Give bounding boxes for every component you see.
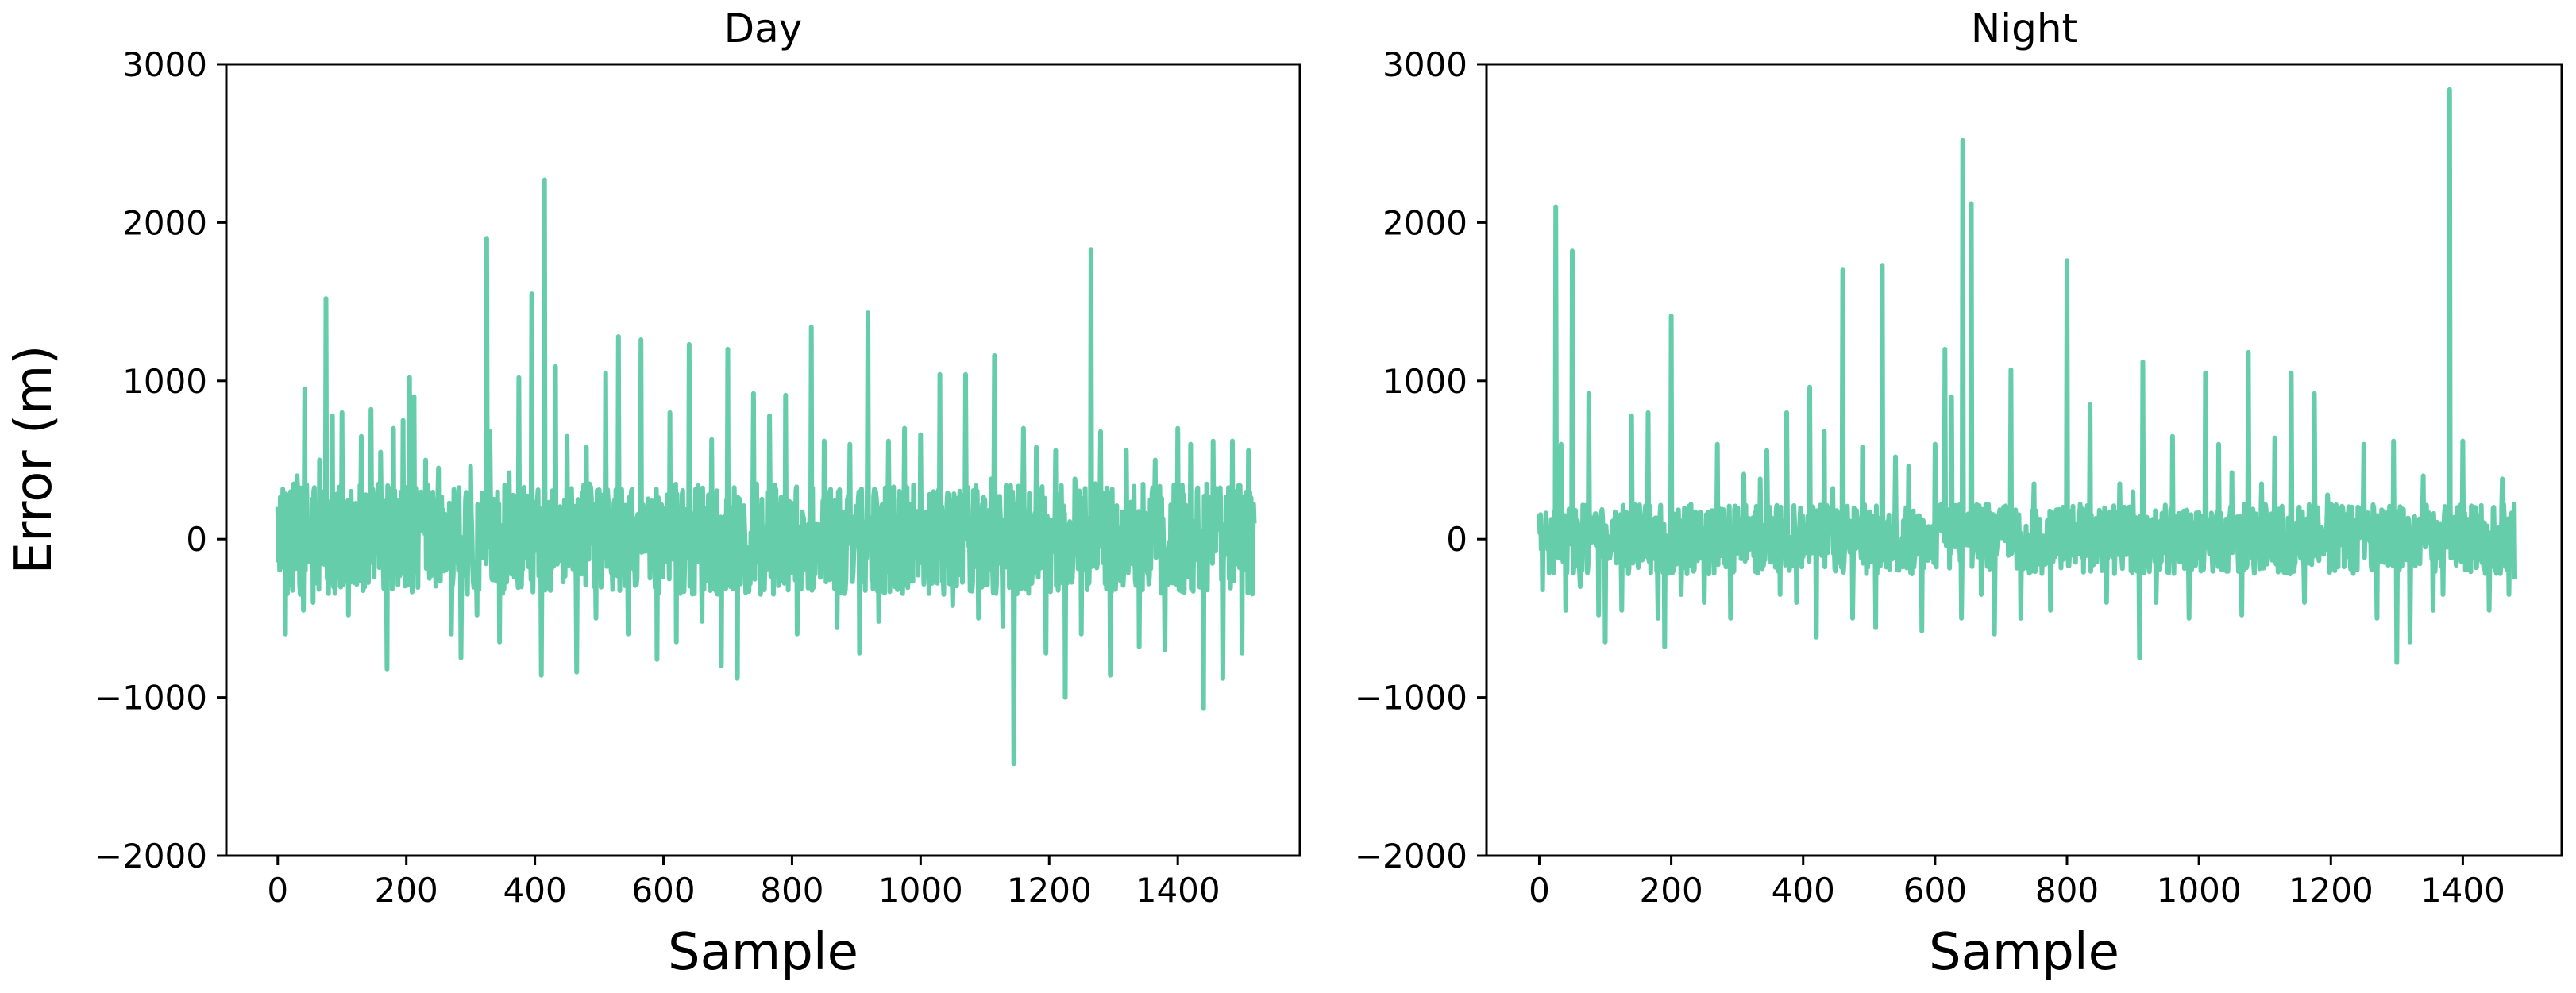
x-tick-label: 1400 bbox=[1136, 871, 1221, 910]
y-tick-label: 2000 bbox=[1382, 203, 1467, 242]
panel-title: Night bbox=[1971, 6, 2077, 52]
x-axis-label: Sample bbox=[668, 923, 858, 982]
y-tick-label: 1000 bbox=[1382, 362, 1467, 401]
y-tick-label: 3000 bbox=[122, 45, 207, 84]
x-tick-label: 1200 bbox=[1007, 871, 1092, 910]
y-tick-label: 3000 bbox=[1382, 45, 1467, 84]
x-tick-label: 600 bbox=[631, 871, 695, 910]
x-tick-label: 1000 bbox=[2157, 871, 2242, 910]
panel-night: −2000 −1000 0 1000 2000 3000 0 200 400 600 800 1000… bbox=[1355, 6, 2563, 982]
x-tick-label: 0 bbox=[267, 871, 288, 910]
y-tick-label: −2000 bbox=[94, 837, 207, 876]
x-tick-label: 1000 bbox=[878, 871, 963, 910]
y-tick-label: 2000 bbox=[122, 203, 207, 242]
y-tick-label: 0 bbox=[1446, 520, 1467, 559]
panel-title: Day bbox=[724, 6, 803, 52]
x-tick-label: 400 bbox=[1772, 871, 1835, 910]
y-tick-label: −1000 bbox=[1355, 679, 1467, 718]
x-tick-label: 800 bbox=[2035, 871, 2099, 910]
panel-day: −2000 −1000 0 1000 2000 3000 0 200 400 600 800 1000… bbox=[94, 6, 1301, 982]
x-tick-label: 0 bbox=[1529, 871, 1550, 910]
y-tick-label: −2000 bbox=[1355, 837, 1467, 876]
y-tick-label: 1000 bbox=[122, 362, 207, 401]
plot-frame bbox=[225, 63, 1301, 857]
y-tick-label: 0 bbox=[186, 520, 207, 559]
y-axis-label: Error (m) bbox=[5, 345, 64, 575]
series-line bbox=[275, 177, 1257, 767]
x-tick-label: 800 bbox=[760, 871, 823, 910]
x-tick-label: 1200 bbox=[2289, 871, 2374, 910]
series-line bbox=[1537, 87, 2517, 665]
plot-frame bbox=[1485, 63, 2563, 857]
x-tick-label: 200 bbox=[1640, 871, 1703, 910]
x-tick-label: 600 bbox=[1903, 871, 1967, 910]
x-axis-label: Sample bbox=[1929, 923, 2119, 982]
x-tick-label: 200 bbox=[375, 871, 438, 910]
x-tick-label: 1400 bbox=[2420, 871, 2505, 910]
x-tick-label: 400 bbox=[503, 871, 567, 910]
y-tick-label: −1000 bbox=[94, 679, 207, 718]
